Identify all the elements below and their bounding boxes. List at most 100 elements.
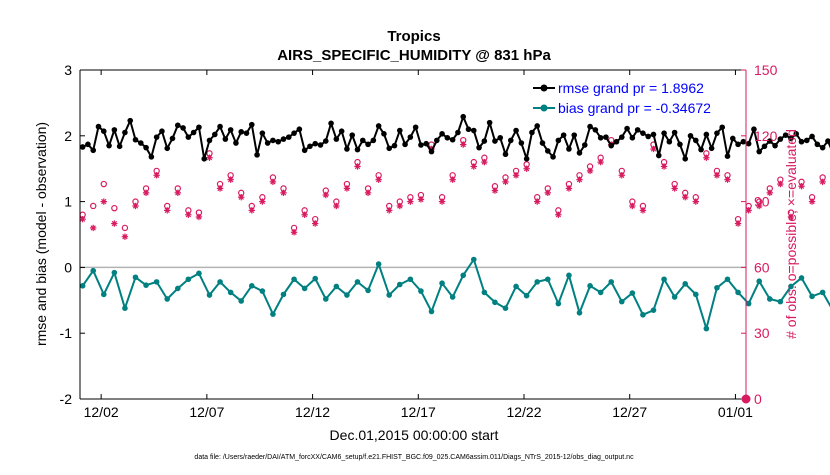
- obs-evaluated-marker: [586, 167, 594, 175]
- bias-point: [354, 279, 361, 285]
- obs-evaluated-stroke: [344, 185, 350, 192]
- rmse-point: [296, 126, 303, 133]
- rmse-point: [682, 156, 689, 162]
- rmse-point: [312, 140, 319, 147]
- bias-point: [396, 281, 403, 288]
- obs-evaluated-marker: [819, 178, 826, 186]
- obs-evaluated-stroke: [249, 207, 255, 214]
- bias-point: [333, 283, 340, 290]
- obs-evaluated-stroke: [333, 203, 340, 209]
- obs-evaluated-marker: [333, 202, 340, 210]
- obs-evaluated-marker: [185, 211, 192, 218]
- bias-point: [735, 289, 741, 296]
- rmse-point: [793, 131, 800, 137]
- obs-evaluated-marker: [660, 163, 668, 170]
- rmse-point: [322, 138, 329, 144]
- x-tick-label: 12/27: [612, 404, 647, 420]
- obs-evaluated-stroke: [407, 198, 414, 205]
- obs-evaluated-stroke: [386, 207, 392, 214]
- obs-evaluated-stroke: [492, 187, 498, 194]
- y-tick-label-right: 30: [754, 325, 770, 341]
- y-tick-label-left: -2: [60, 391, 73, 407]
- bias-point: [513, 283, 519, 290]
- rmse-point: [317, 142, 324, 148]
- rmse-point: [661, 130, 667, 136]
- rmse-point: [90, 147, 97, 154]
- rmse-point: [349, 132, 356, 138]
- obs-evaluated-marker: [671, 185, 678, 192]
- rmse-point: [396, 127, 403, 134]
- bias-point: [301, 285, 308, 292]
- obs-evaluated-marker: [216, 185, 224, 192]
- rmse-point: [745, 140, 752, 147]
- rmse-point: [534, 123, 541, 129]
- rmse-point: [465, 126, 472, 133]
- obs-evaluated-marker: [132, 202, 139, 210]
- rmse-point: [375, 123, 382, 129]
- rmse-point: [460, 113, 467, 120]
- rmse-point: [772, 142, 778, 149]
- bias-point: [671, 294, 678, 300]
- bias-point: [756, 278, 763, 285]
- rmse-point: [106, 142, 112, 149]
- bias-point: [418, 288, 424, 294]
- obs-evaluated-stroke: [101, 198, 107, 205]
- y-tick-label-left: 0: [64, 259, 72, 275]
- obs-evaluated-stroke: [354, 163, 361, 170]
- rmse-point: [381, 131, 387, 137]
- bias-point: [270, 311, 276, 317]
- obs-evaluated-stroke: [122, 234, 128, 240]
- plot-area: [80, 70, 746, 399]
- obs-evaluated-marker: [111, 220, 118, 227]
- rmse-point: [782, 132, 789, 138]
- obs-evaluated-stroke: [90, 225, 96, 231]
- rmse-point: [751, 126, 757, 133]
- bias-point: [555, 300, 562, 307]
- obs-evaluated-marker: [777, 180, 784, 188]
- rmse-point: [581, 142, 588, 148]
- rmse-point: [122, 129, 128, 136]
- rmse-point: [513, 127, 519, 134]
- y-tick-label-right: 150: [754, 62, 778, 78]
- obs-evaluated-marker: [682, 194, 689, 201]
- obs-evaluated-stroke: [471, 163, 477, 170]
- obs-evaluated-stroke: [650, 146, 657, 152]
- obs-evaluated-marker: [650, 145, 657, 153]
- obs-evaluated-stroke: [217, 185, 223, 192]
- bias-point: [90, 267, 97, 274]
- obs-evaluated-marker: [512, 172, 520, 179]
- bias-point: [629, 290, 636, 296]
- obs-evaluated-stroke: [206, 155, 213, 161]
- bias-line: [81, 258, 830, 330]
- obs-evaluated-stroke: [566, 185, 572, 192]
- obs-evaluated-stroke: [418, 196, 424, 203]
- bias-point: [492, 299, 498, 306]
- obs-evaluated-marker: [343, 185, 351, 192]
- obs-evaluated-marker: [280, 189, 287, 197]
- rmse-point: [238, 129, 245, 135]
- obs-evaluated-marker: [153, 172, 160, 179]
- rmse-point: [724, 153, 731, 159]
- rmse-point: [116, 143, 123, 150]
- rmse-point: [222, 136, 229, 142]
- obs-evaluated-stroke: [111, 220, 118, 227]
- obs-evaluated-stroke: [323, 192, 329, 198]
- rmse-point: [666, 138, 673, 145]
- obs-evaluated-stroke: [185, 212, 192, 218]
- rmse-point: [492, 138, 498, 144]
- bias-point: [661, 276, 667, 283]
- obs-possible-marker: [100, 180, 107, 188]
- rmse-point: [85, 141, 91, 148]
- rmse-point: [735, 141, 741, 148]
- obs-evaluated-marker: [364, 189, 372, 197]
- rmse-point: [740, 138, 747, 145]
- rmse-point: [164, 145, 171, 152]
- obs-evaluated-marker: [555, 211, 562, 218]
- obs-evaluated-marker: [460, 141, 467, 148]
- rmse-point: [587, 123, 593, 130]
- y-tick-label-left: 3: [64, 62, 72, 78]
- bias-point: [206, 292, 213, 298]
- obs-evaluated-marker: [713, 172, 721, 179]
- obs-evaluated-stroke: [545, 190, 551, 196]
- obs-evaluated-marker: [417, 196, 425, 203]
